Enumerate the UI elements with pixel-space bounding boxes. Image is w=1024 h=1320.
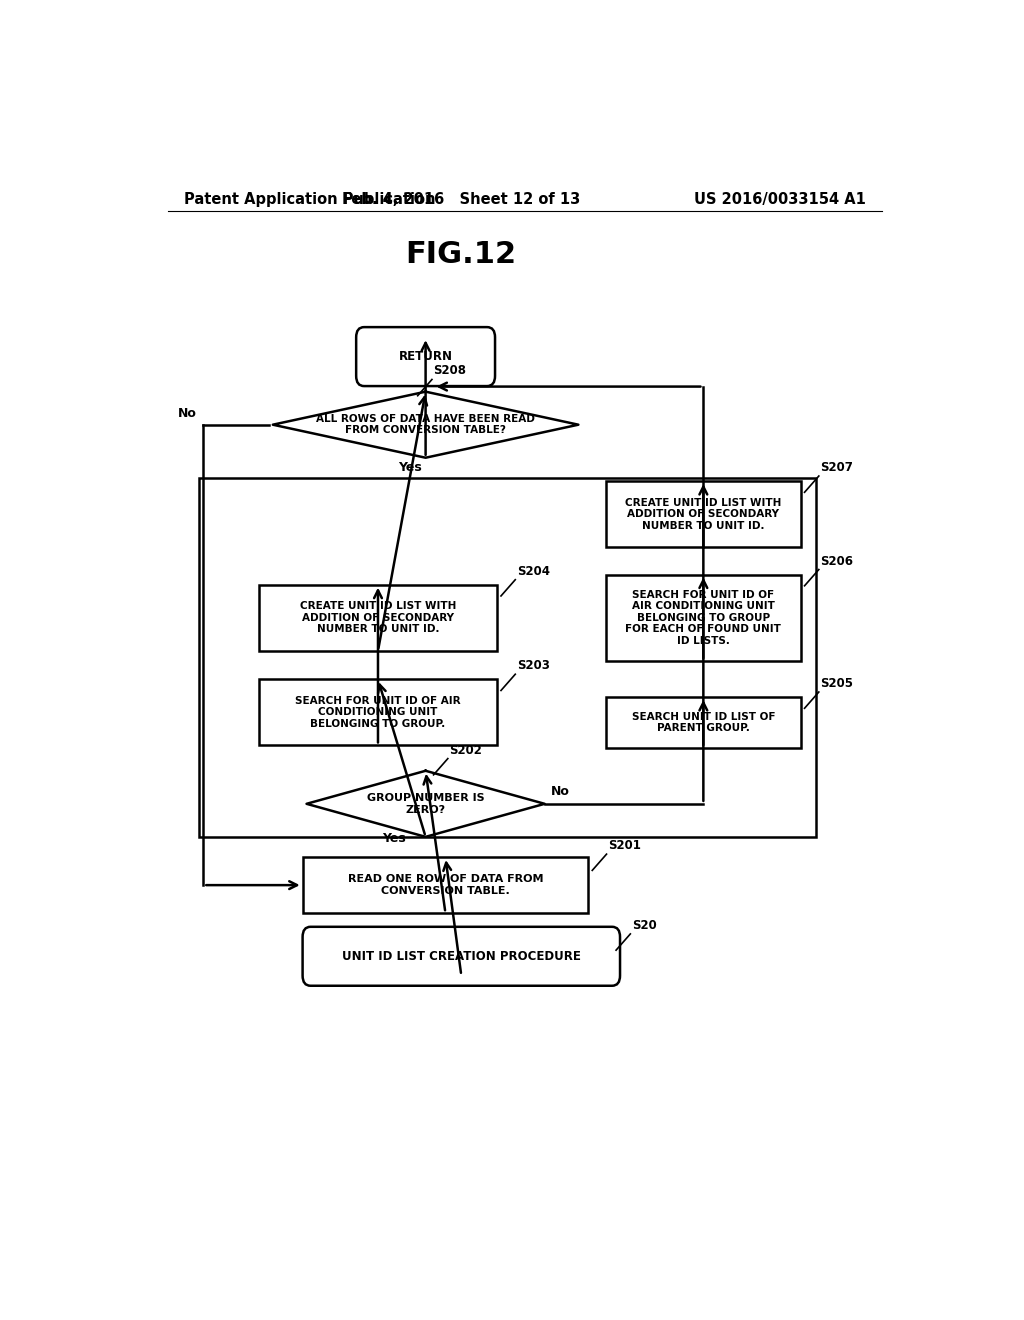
Text: S208: S208 [433, 364, 467, 378]
Text: S201: S201 [608, 840, 641, 853]
Text: Patent Application Publication: Patent Application Publication [183, 191, 435, 206]
Text: No: No [178, 407, 197, 420]
Polygon shape [272, 392, 579, 458]
Text: S202: S202 [450, 743, 482, 756]
Text: ALL ROWS OF DATA HAVE BEEN READ
FROM CONVERSION TABLE?: ALL ROWS OF DATA HAVE BEEN READ FROM CON… [316, 414, 535, 436]
Bar [259, 680, 497, 746]
Text: S20: S20 [632, 919, 656, 932]
Text: Yes: Yes [382, 832, 406, 845]
Bar [606, 697, 801, 748]
Text: US 2016/0033154 A1: US 2016/0033154 A1 [694, 191, 866, 206]
Text: UNIT ID LIST CREATION PROCEDURE: UNIT ID LIST CREATION PROCEDURE [342, 950, 581, 962]
Text: SEARCH UNIT ID LIST OF
PARENT GROUP.: SEARCH UNIT ID LIST OF PARENT GROUP. [632, 711, 775, 734]
Text: Feb. 4, 2016   Sheet 12 of 13: Feb. 4, 2016 Sheet 12 of 13 [342, 191, 581, 206]
Bar [303, 857, 588, 913]
Bar [259, 585, 497, 651]
Text: No: No [551, 784, 570, 797]
Text: SEARCH FOR UNIT ID OF AIR
CONDITIONING UNIT
BELONGING TO GROUP.: SEARCH FOR UNIT ID OF AIR CONDITIONING U… [295, 696, 461, 729]
Text: Yes: Yes [398, 461, 422, 474]
Bar [200, 478, 816, 837]
Text: S205: S205 [820, 677, 853, 690]
Text: READ ONE ROW OF DATA FROM
CONVERSION TABLE.: READ ONE ROW OF DATA FROM CONVERSION TAB… [348, 874, 543, 896]
Text: CREATE UNIT ID LIST WITH
ADDITION OF SECONDARY
NUMBER TO UNIT ID.: CREATE UNIT ID LIST WITH ADDITION OF SEC… [626, 498, 781, 531]
Text: FIG.12: FIG.12 [406, 240, 517, 269]
Bar [606, 574, 801, 661]
Text: S203: S203 [517, 659, 550, 672]
FancyBboxPatch shape [303, 927, 620, 986]
Text: GROUP NUMBER IS
ZERO?: GROUP NUMBER IS ZERO? [367, 793, 484, 814]
Text: S207: S207 [820, 461, 853, 474]
Text: SEARCH FOR UNIT ID OF
AIR CONDITIONING UNIT
BELONGING TO GROUP
FOR EACH OF FOUND: SEARCH FOR UNIT ID OF AIR CONDITIONING U… [626, 590, 781, 645]
Text: CREATE UNIT ID LIST WITH
ADDITION OF SECONDARY
NUMBER TO UNIT ID.: CREATE UNIT ID LIST WITH ADDITION OF SEC… [300, 601, 456, 635]
Text: S206: S206 [820, 554, 853, 568]
FancyBboxPatch shape [356, 327, 495, 385]
Text: RETURN: RETURN [398, 350, 453, 363]
Text: S204: S204 [517, 565, 550, 578]
Bar [606, 480, 801, 548]
Polygon shape [306, 771, 545, 837]
